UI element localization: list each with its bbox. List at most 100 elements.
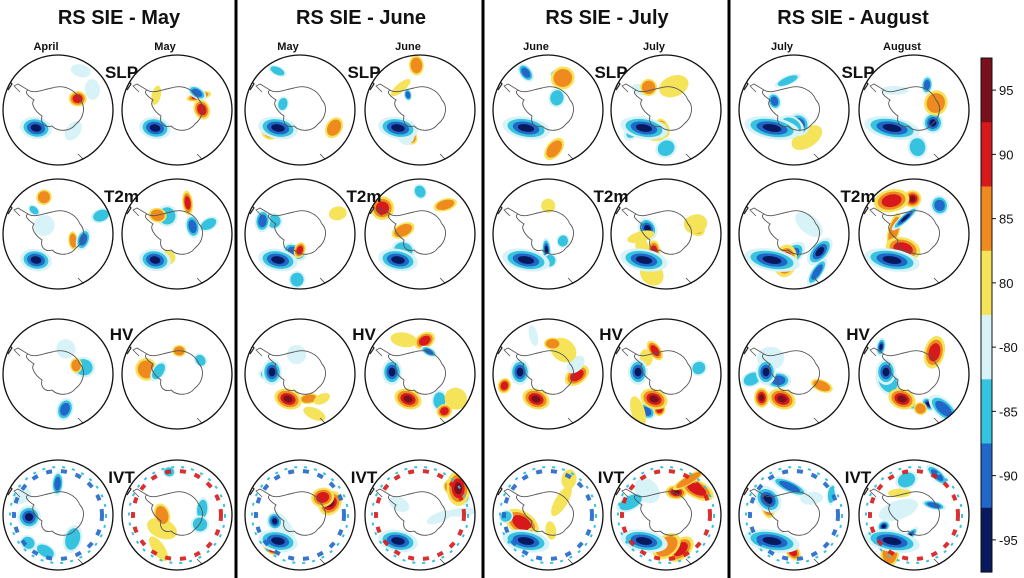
map-boundary <box>492 178 604 290</box>
anomaly-blob <box>777 395 787 403</box>
anomaly-blob <box>267 214 281 228</box>
anomaly-blob <box>926 93 945 113</box>
map-field <box>613 201 708 286</box>
polar-map <box>121 178 233 290</box>
polar-map <box>610 178 722 290</box>
anomaly-blob <box>391 256 405 264</box>
variable-label: IVT <box>598 468 625 487</box>
polar-map <box>738 54 850 166</box>
anomaly-blob <box>649 395 659 403</box>
polar-map <box>364 318 476 430</box>
peninsula-coastline <box>255 347 271 357</box>
anomaly-blob <box>301 394 317 403</box>
anomaly-blob <box>454 482 463 495</box>
antarctica-coastline <box>387 491 446 536</box>
anomaly-blob <box>762 537 782 545</box>
variable-label: HV <box>846 325 870 344</box>
antarctica-coastline <box>881 350 940 395</box>
anomaly-blob <box>758 394 765 402</box>
antarctica-coastline <box>761 210 820 255</box>
anomaly-blob <box>811 264 823 280</box>
anomaly-blob <box>390 332 418 348</box>
antarctica-coastline <box>267 350 326 395</box>
anomaly-blob <box>149 536 169 562</box>
map-boundary <box>2 178 114 290</box>
peninsula-coastline <box>503 83 519 93</box>
peninsula-coastline <box>503 488 519 498</box>
anomaly-blob <box>418 335 431 346</box>
month-label: May <box>154 41 176 53</box>
map-boundary <box>610 459 722 571</box>
anomaly-blob <box>672 489 680 495</box>
anomaly-blob <box>149 124 161 132</box>
map-boundary <box>2 54 114 166</box>
panel-title: RS SIE - August <box>777 7 929 29</box>
map-boundary <box>738 318 850 430</box>
anomaly-blob <box>635 124 653 132</box>
antarctica-coastline <box>761 350 820 395</box>
month-label: April <box>33 41 58 53</box>
map-field <box>613 75 699 161</box>
month-label: August <box>883 41 921 53</box>
map-boundary <box>858 318 970 430</box>
polar-map <box>364 178 476 290</box>
anomaly-blob <box>440 407 449 416</box>
map-field <box>124 466 226 566</box>
anomaly-blob <box>779 480 801 493</box>
map-background <box>245 319 355 429</box>
anomaly-blob <box>935 400 952 417</box>
antarctica-coastline <box>633 210 692 255</box>
polar-map <box>2 178 114 290</box>
peninsula-coastline <box>869 347 885 357</box>
map-boundary <box>121 459 233 571</box>
polar-map <box>2 54 114 166</box>
map-field <box>247 201 347 289</box>
map-field <box>5 339 96 425</box>
map-background <box>3 319 113 429</box>
polar-map <box>121 54 233 166</box>
colorbar-tick-label: -90 <box>999 469 1018 484</box>
map-boundary <box>244 318 356 430</box>
peninsula-coastline <box>13 488 29 498</box>
colorbar-segment <box>981 58 992 123</box>
colorbar: 95 90 85 80 -80 -85 -90 -95 <box>980 57 1018 573</box>
map-field <box>861 464 963 567</box>
anomaly-blob <box>84 79 101 100</box>
anomaly-blob <box>290 272 304 287</box>
panel-dividers <box>234 0 731 578</box>
anomaly-blob <box>659 75 689 98</box>
antarctica-coastline <box>633 350 692 395</box>
anomaly-blob <box>813 380 831 392</box>
anomaly-blob <box>71 359 81 372</box>
polar-map <box>610 459 722 571</box>
anomaly-blob <box>24 513 34 522</box>
colorbar-segment <box>981 443 992 509</box>
anomaly-blob <box>762 124 782 132</box>
anomaly-blob <box>930 469 944 481</box>
anomaly-blob <box>191 88 203 97</box>
anomaly-blob <box>197 103 207 116</box>
ivt-ring <box>745 466 843 564</box>
anomaly-blob <box>512 515 532 531</box>
ivt-ring <box>865 466 963 564</box>
anomaly-blob <box>444 387 468 410</box>
anomaly-blob <box>286 344 307 365</box>
anomaly-blob <box>410 57 423 74</box>
anomaly-blob <box>657 140 675 156</box>
map-boundary <box>738 54 850 166</box>
map-boundary <box>610 54 722 166</box>
peninsula-coastline <box>503 347 519 357</box>
anomaly-blob <box>770 96 779 106</box>
anomaly-blob <box>909 138 926 157</box>
map-boundary <box>364 459 476 571</box>
antarctica-coastline <box>144 210 203 255</box>
ivt-ring <box>868 469 960 561</box>
polar-map <box>2 318 114 430</box>
map-field <box>247 466 349 566</box>
map-boundary <box>121 178 233 290</box>
colorbar-tick-label: 85 <box>999 212 1013 227</box>
anomaly-blob <box>676 472 701 488</box>
anomaly-blob <box>551 485 572 517</box>
map-field <box>741 466 843 566</box>
antarctica-coastline <box>515 350 574 395</box>
